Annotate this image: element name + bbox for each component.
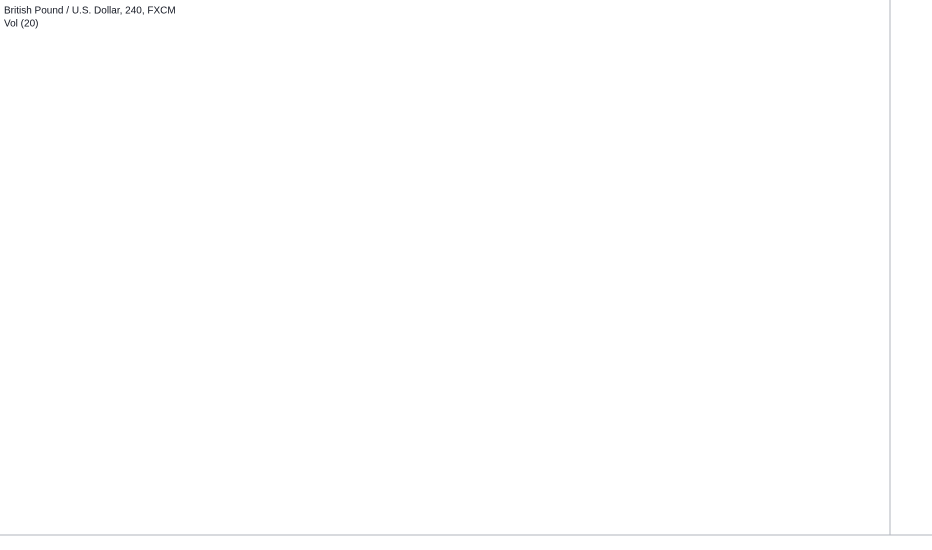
- chart-title: British Pound / U.S. Dollar, 240, FXCM: [4, 6, 176, 17]
- volume-title: Vol (20): [4, 19, 38, 30]
- price-axis: [0, 0, 932, 536]
